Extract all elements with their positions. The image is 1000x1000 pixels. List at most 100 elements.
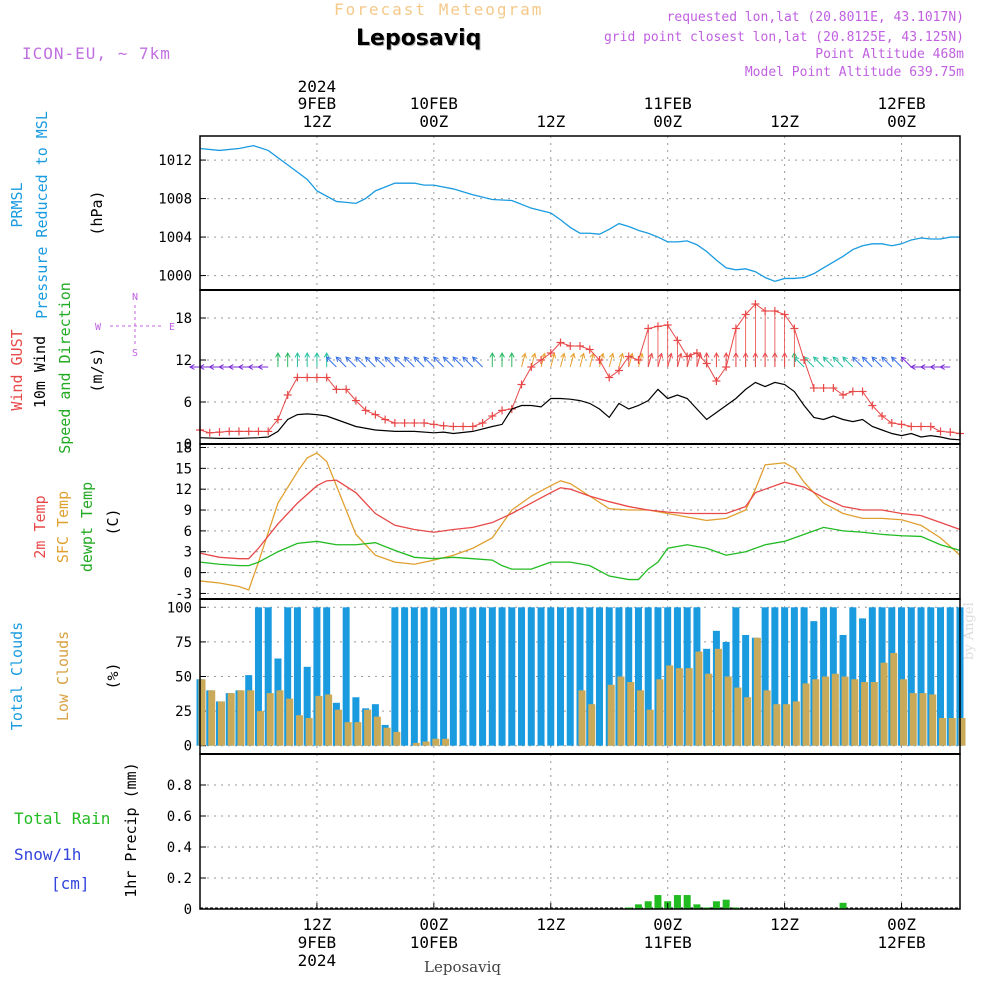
pressure-label-short: PRMSL — [8, 182, 26, 227]
total-cloud-bar — [440, 607, 448, 746]
wind-direction-arrow — [950, 365, 960, 370]
low-cloud-bar — [734, 687, 742, 746]
compass-south: S — [132, 348, 138, 359]
total-cloud-bar — [566, 607, 574, 746]
total-cloud-bar — [634, 607, 642, 746]
gust-marker — [264, 427, 273, 436]
top-time-label: 10FEB — [410, 94, 458, 113]
low-cloud-bar — [315, 695, 323, 746]
rain-bar — [673, 895, 681, 909]
total-cloud-bar — [790, 607, 798, 746]
wind-direction-arrow — [257, 364, 269, 370]
low-cloud-bar — [208, 690, 216, 746]
gust-marker — [293, 373, 302, 382]
gust-marker — [878, 412, 887, 420]
rain-bar — [654, 895, 662, 909]
wind-direction-arrow — [508, 351, 515, 367]
top-time-label: 11FEB — [644, 94, 692, 113]
gust-marker — [917, 422, 926, 431]
y-tick-label: 0 — [184, 902, 192, 918]
total-cloud-bar — [420, 607, 428, 746]
total-cloud-bar — [469, 607, 477, 746]
wind-direction-arrow — [793, 356, 805, 368]
total-cloud-bar — [459, 607, 467, 746]
total-cloud-bar — [264, 607, 272, 746]
gust-marker — [751, 300, 760, 308]
low-cloud-bar — [948, 718, 956, 746]
temperature-panel: -3 0 3 6 9 12 15 18 — [175, 440, 961, 602]
gust-marker — [498, 406, 507, 415]
top-time-label: 12Z — [302, 112, 331, 131]
low-cloud-bar — [724, 676, 732, 746]
low-cloud-bar — [256, 711, 264, 746]
gust-marker — [400, 419, 409, 427]
wind-direction-arrow — [432, 356, 444, 368]
wind-direction-arrow — [237, 364, 249, 370]
gust-marker — [692, 349, 701, 357]
wind-unit-label: (m/s) — [88, 347, 106, 392]
wind-direction-arrow — [423, 356, 435, 368]
gust-marker — [907, 422, 916, 431]
gust-marker — [790, 324, 799, 333]
wind-gust-label: Wind GUST — [8, 329, 26, 410]
low-cloud-bar — [656, 679, 664, 746]
footer-location: Leposaviq — [424, 958, 501, 976]
low-cloud-bar — [685, 668, 693, 746]
panel-frame — [199, 753, 961, 910]
wind-direction-arrow — [499, 351, 505, 367]
snow-unit-label: [cm] — [51, 874, 90, 893]
y-tick-label: 1008 — [158, 192, 192, 208]
low-cloud-bar — [666, 665, 674, 746]
top-time-label: 00Z — [887, 112, 916, 131]
gust-marker — [673, 336, 682, 345]
panel-labels: PRMSL Pressure Reduced to MSL (hPa) Wind GU… — [8, 111, 175, 898]
gust-marker — [829, 384, 838, 392]
low-cloud-bar — [695, 651, 703, 746]
total-rain-label: Total Rain — [14, 809, 110, 828]
compass-north: N — [132, 292, 138, 303]
total-cloud-bar — [605, 607, 613, 746]
gust-marker — [381, 415, 390, 424]
total-cloud-bar — [323, 607, 331, 746]
wind-direction-arrow — [304, 351, 311, 367]
low-cloud-bar — [861, 682, 869, 746]
low-cloud-bar — [364, 709, 372, 746]
wind-direction-arrow — [374, 356, 386, 368]
low-cloud-bar — [763, 690, 771, 746]
wind-direction-arrow — [218, 364, 230, 370]
wind-direction-arrow — [335, 356, 347, 368]
wind-direction-arrow — [909, 364, 922, 370]
low-cloud-bar — [627, 682, 635, 746]
rain-bar — [722, 899, 730, 909]
wind-direction-arrow — [294, 351, 301, 367]
rain-bar — [625, 907, 633, 909]
low-cloud-bar — [588, 704, 596, 746]
total-cloud-bar — [946, 607, 954, 746]
y-tick-label: 15 — [175, 461, 192, 477]
gust-marker — [936, 427, 945, 436]
wind-direction-arrow — [861, 356, 873, 368]
total-cloud-bar — [508, 607, 516, 746]
gust-marker — [254, 427, 263, 436]
gust-marker — [595, 356, 604, 364]
wind-direction-arrow — [471, 356, 483, 368]
gust-marker — [868, 401, 877, 410]
y-tick-label: 18 — [175, 440, 192, 456]
total-cloud-bar — [868, 607, 876, 746]
total-cloud-bar — [898, 607, 906, 746]
rain-bar — [693, 904, 701, 909]
total-cloud-bar — [449, 607, 457, 746]
wind-direction-arrow — [452, 356, 464, 368]
low-cloud-bar — [714, 648, 722, 746]
low-cloud-bar — [227, 693, 235, 746]
point-altitude: Point Altitude 468m — [815, 47, 964, 62]
panel-frame — [199, 443, 961, 600]
wind-direction-arrow — [489, 351, 496, 367]
y-tick-label: 0 — [184, 739, 192, 755]
wind-direction-arrow — [608, 352, 615, 368]
wind-direction-arrow — [284, 351, 291, 367]
total-cloud-bar — [732, 607, 740, 746]
total-cloud-bar — [313, 607, 321, 746]
wind-direction-arrow — [890, 356, 902, 368]
total-cloud-bar — [342, 607, 350, 746]
